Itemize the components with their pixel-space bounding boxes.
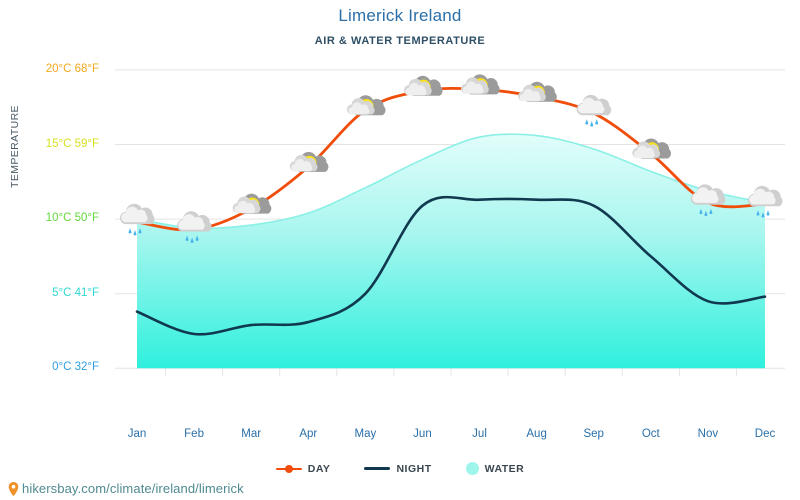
- raindrop-shape: [766, 210, 770, 216]
- sun-behind-cloud-icon: [403, 75, 443, 96]
- water-series-swatch-icon: [465, 462, 479, 475]
- raindrop-shape: [756, 210, 760, 216]
- sun-behind-cloud-icon: [461, 74, 500, 95]
- cloud-shape: [692, 187, 719, 203]
- x-axis-tick-label-apr: Apr: [299, 428, 318, 440]
- raindrop-shape: [195, 235, 199, 241]
- cloud-shape: [405, 82, 427, 96]
- legend-label-night: NIGHT: [396, 462, 432, 475]
- x-axis-tick-label-aug: Aug: [526, 428, 547, 440]
- sun-behind-cloud-icon: [518, 81, 557, 102]
- sun-behind-cloud-icon: [346, 95, 386, 116]
- day-series-swatch-icon: [275, 464, 302, 474]
- legend-label-water: WATER: [484, 462, 525, 475]
- x-axis-tick-label-may: May: [354, 428, 377, 440]
- cloud-shape: [121, 206, 148, 223]
- cloud-shape: [178, 214, 205, 230]
- rain-cloud-icon: [576, 94, 612, 127]
- rain-cloud-icon: [177, 211, 212, 243]
- cloud-shape: [519, 88, 541, 102]
- cloud-shape: [633, 145, 655, 158]
- legend-item-day[interactable]: DAY: [275, 462, 331, 475]
- x-axis-tick-label-sep: Sep: [583, 428, 604, 440]
- y-axis-tick-label: 0°C 32°F: [52, 361, 99, 374]
- x-axis-tick-label-nov: Nov: [697, 428, 719, 440]
- raindrop-shape: [704, 210, 708, 217]
- y-axis-tick-labels: 20°C 68°F 15°C 59°F 10°C 50°F 5°C 41°F 0°C 3…: [0, 0, 99, 500]
- x-axis-tick-label-jun: Jun: [413, 428, 432, 440]
- legend-item-water[interactable]: WATER: [465, 462, 525, 475]
- raindrop-shape: [190, 237, 194, 243]
- legend-label-day: DAY: [307, 462, 331, 475]
- plot-area: [115, 55, 785, 425]
- cloud-shape: [234, 200, 256, 214]
- raindrop-shape: [709, 208, 713, 215]
- page-title: Limerick Ireland: [338, 6, 462, 25]
- rain-cloud-icon: [747, 185, 783, 218]
- x-axis-tick-label-mar: Mar: [241, 428, 262, 440]
- raindrop-shape: [185, 235, 189, 241]
- raindrop-shape: [590, 121, 594, 127]
- x-tick-marks: [165, 368, 737, 377]
- source-url: hikersbay.com/climate/ireland/limerick: [22, 481, 244, 496]
- raindrop-shape: [699, 208, 703, 215]
- x-axis-tick-label-jul: Jul: [472, 428, 487, 440]
- raindrop-shape: [585, 119, 589, 125]
- x-axis-tick-label-feb: Feb: [184, 428, 204, 440]
- x-axis-tick-labels: Jan Feb Mar Apr May Jun Jul Aug Sep Oct Nov Dec: [115, 428, 785, 450]
- raindrop-shape: [128, 228, 132, 234]
- raindrop-shape: [595, 119, 599, 125]
- cloud-shape: [462, 81, 484, 94]
- cloud-shape: [348, 102, 370, 115]
- raindrop-shape: [138, 228, 142, 234]
- source-attribution[interactable]: hikersbay.com/climate/ireland/limerick: [8, 481, 244, 496]
- y-axis-tick-label: 5°C 41°F: [52, 286, 99, 299]
- x-axis-tick-label-oct: Oct: [641, 428, 660, 440]
- location-pin-icon: [8, 481, 19, 496]
- sun-behind-cloud-icon: [289, 151, 329, 172]
- chart-legend: DAY NIGHT WATER: [0, 462, 800, 475]
- water-area-series: [137, 134, 765, 369]
- x-axis-tick-label-dec: Dec: [754, 428, 776, 440]
- water-line-series: [136, 133, 766, 230]
- raindrop-shape: [761, 212, 765, 218]
- x-axis-tick-label-jan: Jan: [127, 428, 147, 440]
- chart-subtitle: AIR & WATER TEMPERATURE: [314, 35, 486, 47]
- sun-behind-cloud-icon: [632, 138, 671, 159]
- night-line-series: [135, 195, 767, 336]
- cloud-shape: [577, 97, 605, 114]
- night-series-swatch-icon: [364, 467, 391, 470]
- cloud-shape: [291, 158, 313, 172]
- rain-cloud-icon: [690, 184, 726, 217]
- cloud-shape: [749, 188, 776, 205]
- chart-canvas: [115, 69, 785, 377]
- y-axis-tick-label: 20°C 68°F: [45, 62, 99, 75]
- weather-icon-markers: [119, 74, 783, 243]
- legend-item-night[interactable]: NIGHT: [364, 463, 431, 475]
- y-axis-tick-label: 15°C 59°F: [45, 137, 99, 150]
- rain-cloud-icon: [119, 203, 155, 236]
- raindrop-shape: [133, 230, 137, 236]
- sun-behind-cloud-icon: [232, 193, 272, 214]
- y-axis-tick-label: 10°C 50°F: [45, 212, 99, 225]
